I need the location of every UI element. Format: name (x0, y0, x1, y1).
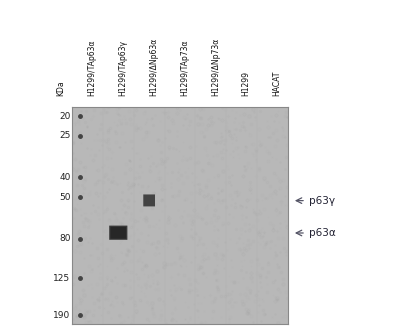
Text: H1299/TAp73α: H1299/TAp73α (180, 39, 189, 96)
Text: H1299/TAp63γ: H1299/TAp63γ (118, 40, 127, 96)
Text: H1299/TAp63α: H1299/TAp63α (88, 39, 96, 96)
FancyBboxPatch shape (109, 225, 127, 240)
FancyBboxPatch shape (110, 227, 126, 239)
Text: p63α: p63α (309, 228, 336, 238)
FancyBboxPatch shape (143, 194, 155, 206)
Text: 80: 80 (59, 234, 70, 243)
Text: H1299/ΔNp63α: H1299/ΔNp63α (149, 37, 158, 96)
Text: HACAT: HACAT (272, 70, 282, 96)
Text: KDa: KDa (56, 80, 66, 96)
Text: 190: 190 (53, 311, 70, 320)
Text: p63γ: p63γ (309, 196, 335, 206)
Text: 40: 40 (59, 173, 70, 182)
Text: 125: 125 (53, 274, 70, 283)
Text: 50: 50 (59, 193, 70, 202)
Text: H1299/ΔNp73α: H1299/ΔNp73α (211, 37, 220, 96)
Text: 20: 20 (59, 112, 70, 121)
Text: 25: 25 (59, 131, 70, 140)
Text: H1299: H1299 (242, 70, 251, 96)
